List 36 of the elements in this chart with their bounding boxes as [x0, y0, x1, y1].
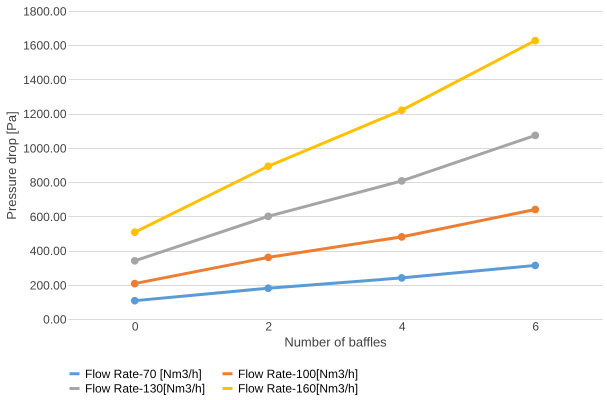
point — [531, 36, 540, 44]
y-axis-title: Pressure drop [Pa] — [4, 111, 20, 220]
point — [264, 254, 272, 262]
y-tick-label: 1200.00 — [23, 107, 67, 122]
x-axis-title: Number of baffles — [284, 334, 388, 350]
point — [130, 228, 139, 236]
y-tick-label: 1600.00 — [23, 38, 67, 53]
y-tick-label: 400.00 — [30, 244, 67, 258]
point — [264, 162, 272, 170]
y-tick-label: 200.00 — [30, 278, 67, 292]
point — [398, 177, 406, 185]
x-tick-label: 2 — [265, 320, 272, 334]
point — [398, 274, 406, 282]
y-tick-label: 1400.00 — [23, 72, 67, 87]
y-tick-label: 800.00 — [30, 176, 67, 190]
legend-label: Flow Rate-70 [Nm3/h] — [85, 366, 202, 381]
point — [130, 296, 139, 305]
point — [264, 284, 272, 292]
y-tick-label: 1000.00 — [23, 141, 67, 156]
point — [264, 212, 272, 220]
x-tick-label: 6 — [532, 320, 540, 334]
legend-label: Flow Rate-100[Nm3/h] — [238, 366, 358, 381]
point — [398, 233, 406, 241]
y-tick-label: 600.00 — [30, 210, 67, 224]
legend-label: Flow Rate-160[Nm3/h] — [238, 382, 358, 396]
y-tick-label: 0.00 — [43, 312, 67, 326]
point — [531, 132, 540, 140]
point — [130, 280, 139, 288]
x-tick-label: 4 — [398, 320, 406, 334]
point — [130, 256, 139, 265]
x-tick-label: 0 — [132, 320, 139, 334]
point — [398, 106, 406, 114]
y-tick-label: 1800.00 — [23, 4, 67, 18]
legend-label: Flow Rate-130[Nm3/h] — [85, 382, 206, 396]
point — [531, 206, 540, 214]
point — [531, 262, 540, 270]
